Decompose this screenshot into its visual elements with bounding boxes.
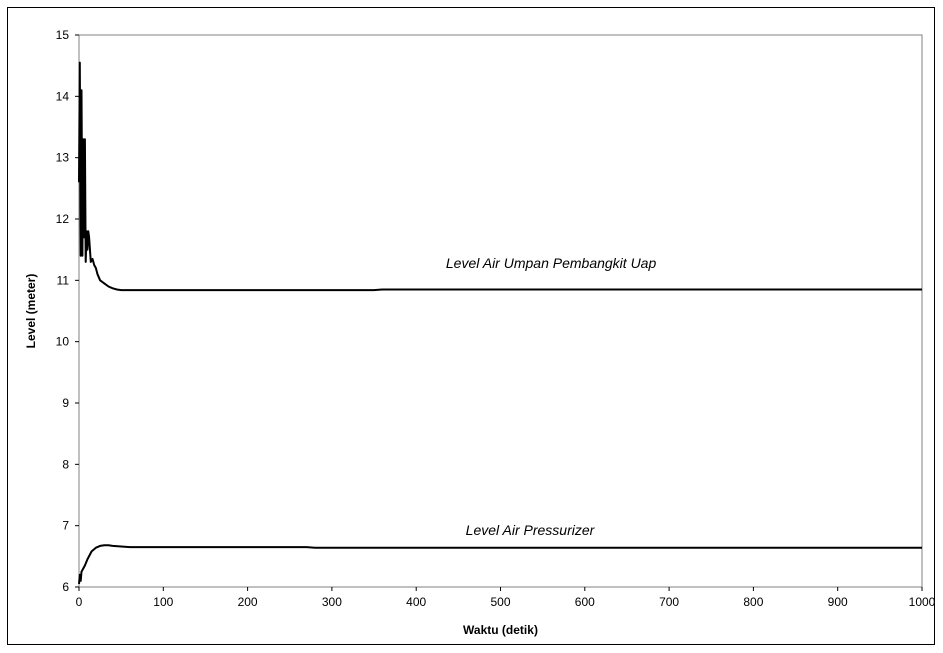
- series-lines: [78, 61, 922, 584]
- x-tick-label: 800: [743, 595, 763, 609]
- x-tick-label: 100: [153, 595, 173, 609]
- x-tick-label: 0: [76, 595, 83, 609]
- annotations: Level Air Umpan Pembangkit Uap Level Air …: [446, 255, 657, 538]
- x-tick-label: 1000: [909, 595, 936, 609]
- x-tick-label: 200: [238, 595, 258, 609]
- series-annotation: Level Air Pressurizer: [466, 522, 596, 538]
- y-tick-label: 10: [56, 335, 70, 349]
- y-axis-title-group: Level (meter): [24, 274, 38, 349]
- x-tick-label: 900: [828, 595, 848, 609]
- plot-area: [78, 34, 923, 588]
- series-line-1: [78, 544, 922, 584]
- x-axis-title: Waktu (detik): [463, 623, 538, 637]
- y-tick-label: 8: [62, 457, 69, 471]
- y-tick-label: 7: [62, 519, 69, 533]
- y-tick-label: 15: [56, 28, 70, 42]
- chart-frame: [7, 7, 935, 645]
- y-tick-label: 12: [56, 212, 70, 226]
- x-tick-label: 300: [322, 595, 342, 609]
- y-tick-label: 9: [62, 396, 69, 410]
- y-tick-label: 13: [56, 151, 70, 165]
- y-tick-label: 14: [56, 89, 70, 103]
- y-axis-title: Level (meter): [24, 274, 38, 349]
- series-line-0: [78, 61, 922, 292]
- x-tick-label: 600: [575, 595, 595, 609]
- y-tick-label: 6: [62, 580, 69, 594]
- y-tick-label: 11: [57, 273, 70, 287]
- ticks: 6 7 8 9 10 11 12 13 14 15 0 100 200 300 400 500 600 700 80…: [56, 28, 936, 609]
- x-tick-label: 400: [406, 595, 426, 609]
- series-annotation: Level Air Umpan Pembangkit Uap: [446, 255, 657, 271]
- x-tick-label: 500: [490, 595, 510, 609]
- x-tick-label: 700: [659, 595, 679, 609]
